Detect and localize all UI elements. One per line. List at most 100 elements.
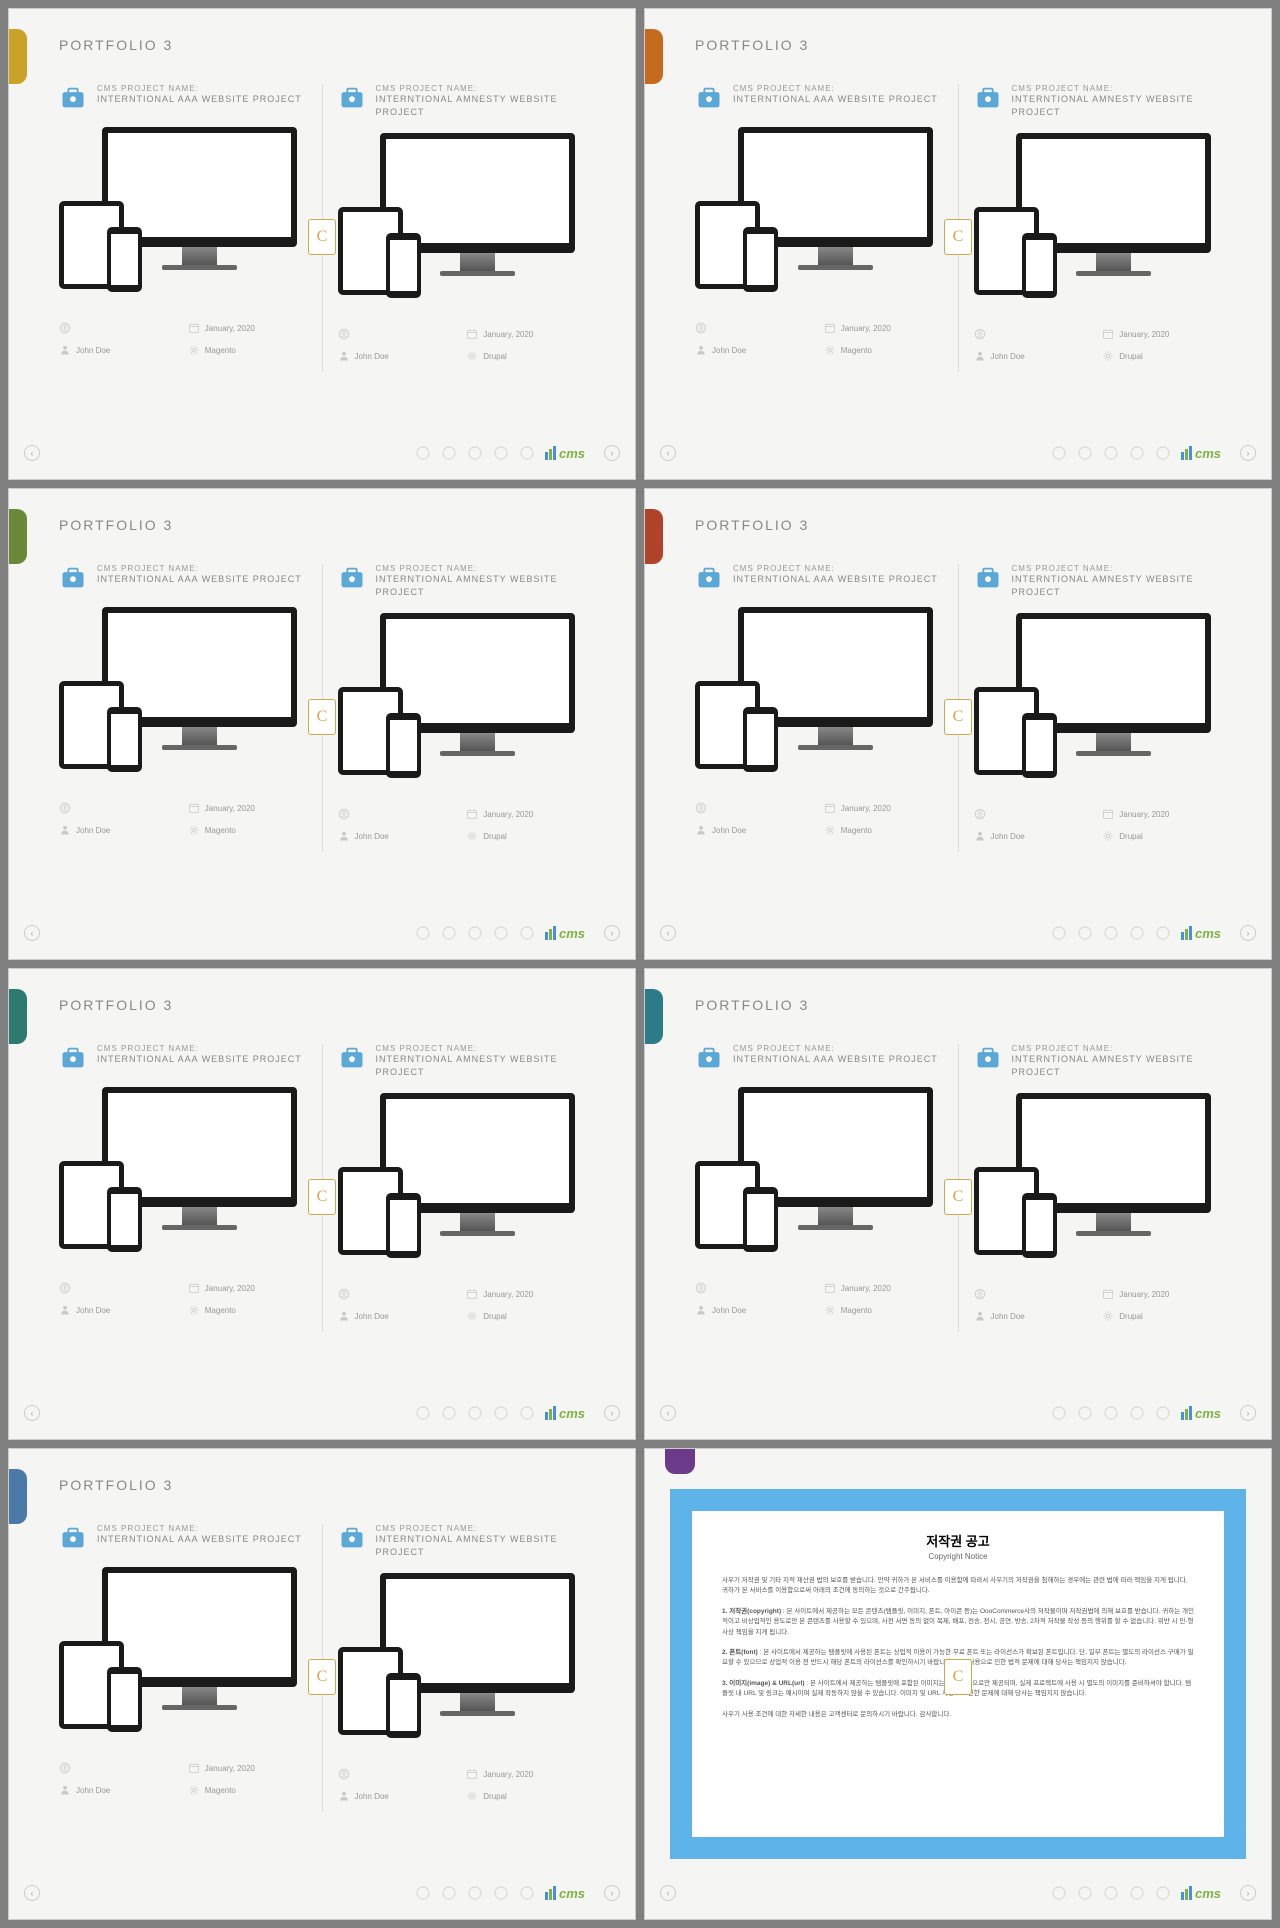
- globe-icon: [338, 808, 350, 820]
- nav-next[interactable]: ›: [604, 1885, 620, 1901]
- tech-icon: [493, 1405, 509, 1421]
- project-label: CMS PROJECT NAME:: [97, 84, 302, 93]
- device-mockup: [59, 1567, 307, 1747]
- project-name: INTERNTIONAL AMNESTY WEBSITE PROJECT: [376, 573, 586, 598]
- center-badge: C: [944, 1659, 972, 1695]
- tech-icon: [441, 445, 457, 461]
- globe-icon: [974, 328, 986, 340]
- cms-logo: cms: [545, 926, 585, 941]
- gear-icon: [466, 1790, 478, 1802]
- nav-prev[interactable]: ‹: [24, 1885, 40, 1901]
- nav-prev[interactable]: ‹: [24, 445, 40, 461]
- center-badge: C: [308, 699, 336, 735]
- nav-prev[interactable]: ‹: [24, 1405, 40, 1421]
- tech-icon: [441, 925, 457, 941]
- project-label: CMS PROJECT NAME:: [733, 564, 938, 573]
- slide-title: PORTFOLIO 3: [695, 997, 809, 1013]
- date-value: January, 2020: [205, 324, 255, 333]
- accent-tab: [9, 989, 27, 1044]
- tech-icon: [415, 925, 431, 941]
- tech-icon: [1155, 1405, 1171, 1421]
- briefcase-icon: [338, 84, 366, 112]
- project-column-right: CMS PROJECT NAME: INTERNTIONAL AMNESTY W…: [959, 1044, 1237, 1332]
- briefcase-icon: [59, 1044, 87, 1072]
- nav-next[interactable]: ›: [604, 925, 620, 941]
- project-column-right: CMS PROJECT NAME: INTERNTIONAL AMNESTY W…: [323, 564, 601, 852]
- date-value: January, 2020: [205, 1764, 255, 1773]
- date-value: January, 2020: [841, 1284, 891, 1293]
- nav-prev[interactable]: ‹: [660, 925, 676, 941]
- globe-icon: [695, 322, 707, 334]
- nav-next[interactable]: ›: [1240, 445, 1256, 461]
- accent-tab: [665, 1449, 695, 1474]
- globe-icon: [974, 1288, 986, 1300]
- person-value: John Doe: [76, 1306, 110, 1315]
- copyright-slide: 저작권 공고 Copyright Notice 사우기 저작권 및 기타 지적 …: [644, 1448, 1272, 1920]
- project-label: CMS PROJECT NAME:: [376, 1524, 586, 1533]
- platform-value: Drupal: [1119, 1312, 1143, 1321]
- project-column-left: CMS PROJECT NAME: INTERNTIONAL AAA WEBSI…: [44, 1524, 322, 1812]
- device-mockup: [974, 613, 1222, 793]
- cal-icon: [824, 1282, 836, 1294]
- tech-icon: [415, 1885, 431, 1901]
- user-icon: [59, 824, 71, 836]
- tech-icon: [519, 445, 535, 461]
- briefcase-icon: [59, 564, 87, 592]
- tech-icon: [1129, 445, 1145, 461]
- date-value: January, 2020: [483, 330, 533, 339]
- slide-title: PORTFOLIO 3: [695, 517, 809, 533]
- accent-tab: [645, 989, 663, 1044]
- date-value: January, 2020: [483, 1290, 533, 1299]
- nav-next[interactable]: ›: [604, 445, 620, 461]
- platform-value: Drupal: [483, 1312, 507, 1321]
- device-mockup: [695, 127, 943, 307]
- nav-prev[interactable]: ‹: [660, 1885, 676, 1901]
- date-value: January, 2020: [205, 1284, 255, 1293]
- device-mockup: [338, 613, 586, 793]
- briefcase-icon: [695, 564, 723, 592]
- nav-prev[interactable]: ‹: [660, 1405, 676, 1421]
- cal-icon: [824, 322, 836, 334]
- globe-icon: [59, 1282, 71, 1294]
- gear-icon: [1102, 1310, 1114, 1322]
- project-column-left: CMS PROJECT NAME: INTERNTIONAL AAA WEBSI…: [44, 84, 322, 372]
- platform-value: Magento: [205, 826, 236, 835]
- tech-icon: [493, 925, 509, 941]
- nav-next[interactable]: ›: [604, 1405, 620, 1421]
- device-mockup: [59, 127, 307, 307]
- project-column-right: CMS PROJECT NAME: INTERNTIONAL AMNESTY W…: [959, 84, 1237, 372]
- nav-prev[interactable]: ‹: [24, 925, 40, 941]
- gear-icon: [466, 830, 478, 842]
- cal-icon: [466, 808, 478, 820]
- globe-icon: [59, 322, 71, 334]
- user-icon: [338, 1310, 350, 1322]
- slide-title: PORTFOLIO 3: [59, 517, 173, 533]
- nav-next[interactable]: ›: [1240, 1885, 1256, 1901]
- date-value: January, 2020: [483, 1770, 533, 1779]
- person-value: John Doe: [712, 1306, 746, 1315]
- tech-icon: [1103, 445, 1119, 461]
- globe-icon: [695, 802, 707, 814]
- gear-icon: [188, 1304, 200, 1316]
- accent-tab: [9, 509, 27, 564]
- cal-icon: [188, 1282, 200, 1294]
- platform-value: Drupal: [483, 1792, 507, 1801]
- tech-icon: [467, 925, 483, 941]
- tech-icon: [493, 1885, 509, 1901]
- portfolio-slide: PORTFOLIO 3 C CMS PROJECT NAME: INTERNTI…: [644, 488, 1272, 960]
- cms-logo: cms: [1181, 1406, 1221, 1421]
- project-column-left: CMS PROJECT NAME: INTERNTIONAL AAA WEBSI…: [680, 564, 958, 852]
- footer-tech-icons: cms: [415, 925, 585, 941]
- gear-icon: [188, 824, 200, 836]
- project-column-left: CMS PROJECT NAME: INTERNTIONAL AAA WEBSI…: [44, 1044, 322, 1332]
- tech-icon: [1103, 1405, 1119, 1421]
- nav-prev[interactable]: ‹: [660, 445, 676, 461]
- platform-value: Magento: [205, 1786, 236, 1795]
- nav-next[interactable]: ›: [1240, 925, 1256, 941]
- nav-next[interactable]: ›: [1240, 1405, 1256, 1421]
- project-name: INTERNTIONAL AMNESTY WEBSITE PROJECT: [1012, 1053, 1222, 1078]
- cal-icon: [188, 802, 200, 814]
- center-badge: C: [308, 1659, 336, 1695]
- cal-icon: [1102, 808, 1114, 820]
- date-value: January, 2020: [841, 324, 891, 333]
